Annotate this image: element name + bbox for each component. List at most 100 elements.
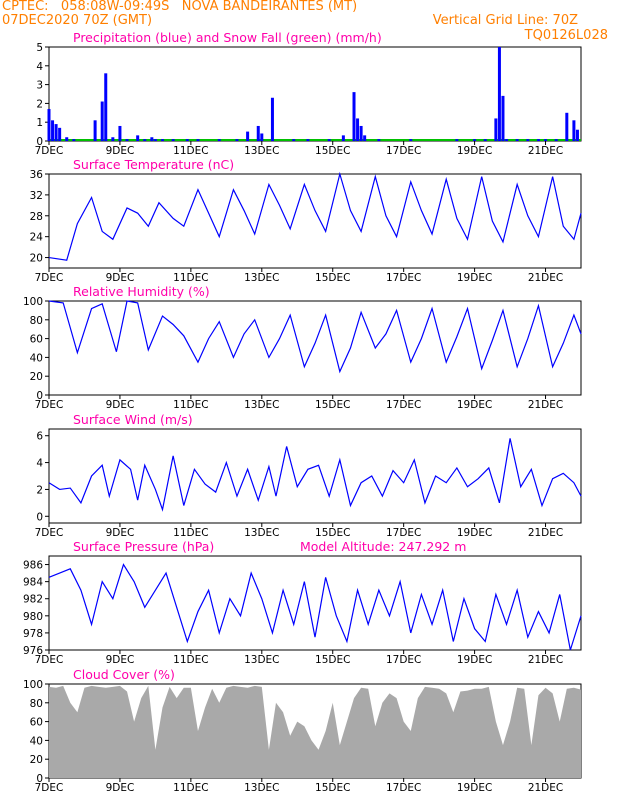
y-tick-label: 978 (23, 628, 43, 640)
y-tick-label: 5 (36, 42, 43, 54)
x-tick-label: 13DEC (244, 399, 279, 411)
x-tick-label: 21DEC (528, 527, 563, 539)
precip-bar (572, 120, 575, 141)
precip-bar (101, 102, 104, 141)
y-tick-label: 986 (23, 560, 43, 572)
y-tick-label: 4 (36, 458, 43, 470)
precip-bar (537, 139, 540, 141)
panel-frame (49, 429, 581, 523)
precip-bar (292, 139, 295, 141)
precip-bar (246, 132, 249, 141)
series-line (49, 301, 581, 372)
y-tick-label: 80 (30, 315, 43, 327)
precip-bar (186, 139, 189, 141)
x-tick-label: 17DEC (386, 527, 421, 539)
y-tick-label: 20 (30, 754, 43, 766)
precip-bar (473, 139, 476, 141)
y-tick-label: 6 (36, 431, 43, 443)
x-tick-label: 21DEC (528, 145, 563, 157)
x-tick-label: 7DEC (35, 272, 64, 284)
x-tick-label: 9DEC (106, 527, 135, 539)
y-tick-label: 2 (36, 98, 43, 110)
y-tick-label: 984 (23, 577, 43, 589)
x-tick-label: 15DEC (315, 654, 350, 666)
x-tick-label: 11DEC (173, 527, 208, 539)
x-tick-label: 15DEC (315, 145, 350, 157)
precip-bar (48, 109, 51, 141)
x-tick-label: 21DEC (528, 399, 563, 411)
y-tick-label: 60 (30, 334, 43, 346)
precip-bar (360, 126, 363, 141)
x-tick-label: 7DEC (35, 527, 64, 539)
precip-bar (484, 139, 487, 141)
precip-bar (555, 139, 558, 141)
precip-bar (143, 139, 146, 141)
y-tick-label: 40 (30, 735, 43, 747)
panel-title: Relative Humidity (%) (73, 284, 210, 299)
precip-bar (126, 139, 129, 141)
x-tick-label: 15DEC (315, 527, 350, 539)
x-tick-label: 17DEC (386, 145, 421, 157)
x-tick-label: 17DEC (386, 399, 421, 411)
precip-bar (544, 139, 547, 141)
cloud-cover-area (49, 686, 581, 778)
y-tick-label: 980 (23, 611, 43, 623)
y-tick-label: 24 (30, 232, 44, 244)
x-tick-label: 15DEC (315, 272, 350, 284)
precip-bar (353, 92, 356, 141)
x-tick-label: 15DEC (315, 399, 350, 411)
panel-title: Surface Wind (m/s) (73, 412, 193, 427)
x-tick-label: 11DEC (173, 782, 208, 794)
precip-bar (118, 126, 121, 141)
x-tick-label: 13DEC (244, 145, 279, 157)
precip-bar (565, 113, 568, 141)
panel-frame (49, 174, 581, 268)
panel-title: Cloud Cover (%) (73, 667, 175, 682)
x-tick-label: 11DEC (173, 399, 208, 411)
x-tick-label: 9DEC (106, 782, 135, 794)
precip-bar (505, 139, 508, 141)
x-tick-label: 19DEC (457, 399, 492, 411)
precip-bar (51, 120, 54, 141)
x-tick-label: 11DEC (173, 272, 208, 284)
precip-bar (111, 137, 114, 141)
y-tick-label: 60 (30, 717, 43, 729)
y-tick-label: 20 (30, 253, 43, 265)
x-tick-label: 7DEC (35, 654, 64, 666)
precip-bar (501, 96, 504, 141)
x-tick-label: 17DEC (386, 272, 421, 284)
x-tick-label: 21DEC (528, 272, 563, 284)
x-tick-label: 13DEC (244, 654, 279, 666)
y-tick-label: 40 (30, 352, 43, 364)
panel-title: Surface Temperature (nC) (73, 157, 234, 172)
x-tick-label: 13DEC (244, 272, 279, 284)
x-tick-label: 13DEC (244, 527, 279, 539)
y-tick-label: 32 (30, 190, 43, 202)
x-tick-label: 9DEC (106, 654, 135, 666)
x-tick-label: 19DEC (457, 782, 492, 794)
x-tick-label: 11DEC (173, 654, 208, 666)
panel-annotation: Model Altitude: 247.292 m (300, 539, 466, 554)
series-line (49, 174, 581, 260)
precip-bar (409, 139, 412, 141)
precip-bar (494, 118, 497, 141)
x-tick-label: 19DEC (457, 145, 492, 157)
y-tick-label: 36 (30, 169, 44, 181)
precip-bar (196, 139, 199, 141)
precip-bar (342, 135, 345, 141)
precip-bar (271, 98, 274, 141)
precip-bar (526, 139, 529, 141)
precip-bar (72, 139, 75, 141)
precip-bar (356, 118, 359, 141)
y-tick-label: 20 (30, 371, 43, 383)
precip-bar (104, 73, 107, 141)
precip-bar (576, 130, 579, 141)
precip-bar (94, 120, 97, 141)
x-tick-label: 19DEC (457, 272, 492, 284)
x-tick-label: 19DEC (457, 654, 492, 666)
x-tick-label: 9DEC (106, 272, 135, 284)
y-tick-label: 2 (36, 484, 43, 496)
x-tick-label: 9DEC (106, 399, 135, 411)
precip-bar (260, 133, 263, 141)
series-line (49, 438, 581, 509)
